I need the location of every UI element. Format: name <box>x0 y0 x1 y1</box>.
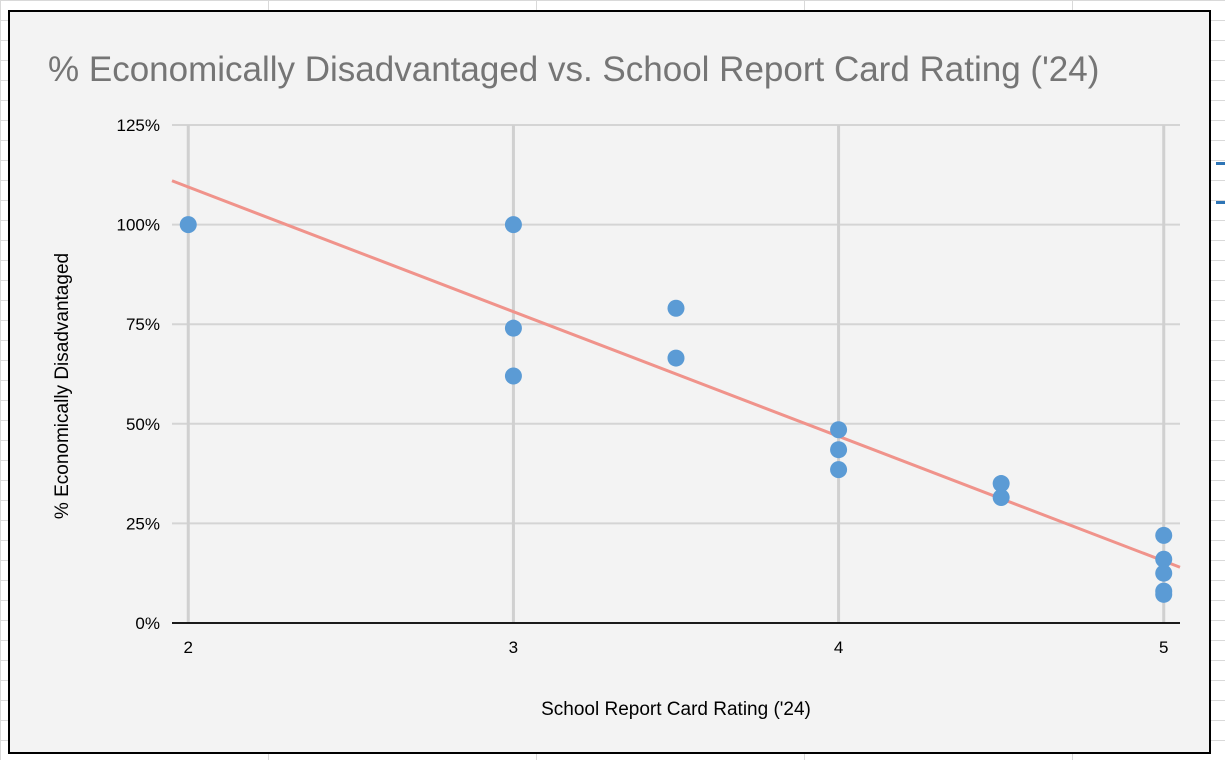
y-tick-label: 50% <box>126 415 160 434</box>
data-point <box>1155 564 1173 582</box>
y-tick-label: 100% <box>117 216 160 235</box>
chart-title: % Economically Disadvantaged vs. School … <box>48 50 1100 89</box>
data-point <box>504 319 522 337</box>
y-tick-label: 0% <box>135 614 160 633</box>
data-points <box>179 216 1173 603</box>
data-point <box>1155 526 1173 544</box>
data-point <box>992 475 1010 493</box>
sheet-cell-marker <box>1216 162 1225 165</box>
trendline-layer <box>171 179 1181 569</box>
data-point <box>667 299 685 317</box>
data-point <box>179 216 197 234</box>
data-point <box>830 461 848 479</box>
x-tick-label: 4 <box>834 638 843 657</box>
data-point <box>504 216 522 234</box>
trendline <box>171 179 1181 569</box>
x-axis-title: School Report Card Rating ('24) <box>541 699 811 720</box>
data-point <box>1155 550 1173 568</box>
y-tick-label: 125% <box>117 116 160 135</box>
y-tick-label: 75% <box>126 315 160 334</box>
x-tick-label: 2 <box>184 638 193 657</box>
y-tick-label: 25% <box>126 514 160 533</box>
data-point <box>1155 585 1173 603</box>
data-point <box>667 349 685 367</box>
x-tick-label: 5 <box>1159 638 1168 657</box>
data-point <box>830 441 848 459</box>
chart-area[interactable]: % Economically Disadvantaged vs. School … <box>8 10 1211 754</box>
sheet-cell-marker <box>1216 201 1225 204</box>
data-point <box>504 367 522 385</box>
data-point <box>830 421 848 439</box>
axis-labels: 0% 25% 50% 75% 100% 125% 2 3 4 5 School Report Car… <box>52 116 1168 720</box>
data-point <box>992 489 1010 507</box>
x-tick-label: 3 <box>509 638 518 657</box>
y-axis-title: % Economically Disadvantaged <box>52 253 73 519</box>
